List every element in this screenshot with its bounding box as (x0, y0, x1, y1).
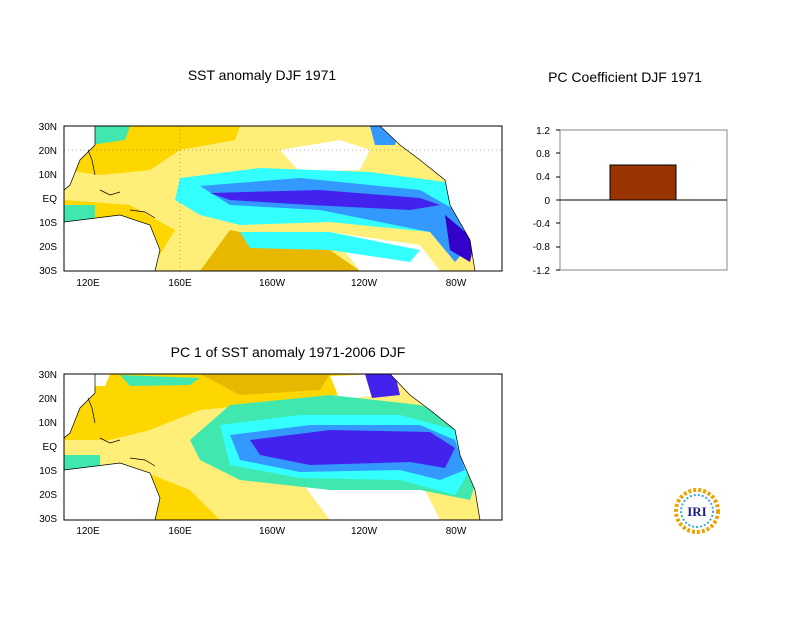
map1-ytick: EQ (43, 194, 58, 205)
bar-ytick: -0.8 (533, 242, 551, 253)
map2-ytick: 20S (39, 490, 57, 501)
bar-ytick: 0.8 (536, 149, 550, 160)
map2-x-ticks: 120E 160E 160W 120W 80W (76, 526, 467, 537)
map2-xtick: 120E (76, 526, 100, 537)
map1-cool-patch (210, 190, 440, 210)
logo-disc (684, 498, 710, 524)
map2-cool-patch (120, 375, 200, 386)
iri-logo: IRI (674, 488, 720, 534)
pc-coefficient-bar (609, 164, 677, 201)
map2-land-australia (64, 462, 161, 520)
map2-land-americas (389, 374, 502, 520)
map1-ytick: 10N (39, 170, 57, 181)
map1-ytick: 10S (39, 218, 57, 229)
map1-y-ticks: 30N 20N 10N EQ 10S 20S 30S (39, 122, 58, 277)
map2-ytick: 20N (39, 394, 57, 405)
map2-frame (63, 373, 503, 521)
map2-cool-patch (64, 455, 100, 470)
map1-plot (64, 126, 502, 271)
map2-ytick: 10N (39, 418, 57, 429)
map2-land-asia (64, 374, 96, 439)
map2-ytick: 30N (39, 370, 57, 381)
bar-ytick: -0.4 (533, 219, 551, 230)
map2-islands (87, 397, 156, 467)
map1-cool-patch (445, 215, 475, 262)
bar-ytick: 0 (544, 196, 550, 207)
map2-y-ticks: 30N 20N 10N EQ 10S 20S 30S (39, 370, 58, 525)
map2-ytick: 10S (39, 466, 57, 477)
bar-ytick: -1.2 (533, 266, 551, 277)
map2-cool-patch (365, 374, 400, 398)
map1-frame (63, 125, 503, 272)
map1-neutral-patch (280, 140, 370, 172)
bar-ytick: 0.4 (536, 172, 550, 183)
map1-land-asia (64, 126, 96, 191)
map2-ytick: 30S (39, 514, 57, 525)
map1-xtick: 160W (259, 278, 286, 289)
map1-ytick: 30N (39, 122, 57, 133)
map1-cool-patch (240, 232, 420, 262)
map1-islands (87, 149, 156, 219)
bar-chart-title: PC Coefficient DJF 1971 (548, 69, 702, 85)
logo-text: IRI (687, 504, 707, 519)
bar-tick-marks (556, 129, 560, 271)
map2-ytick: EQ (43, 442, 58, 453)
map2-xtick: 120W (351, 526, 378, 537)
map1-ytick: 20S (39, 242, 57, 253)
map1-x-ticks: 120E 160E 160W 120W 80W (76, 278, 467, 289)
logo-ring (674, 488, 720, 534)
map2-plot (64, 374, 502, 520)
map2-xtick: 80W (446, 526, 467, 537)
map1-xtick: 120W (351, 278, 378, 289)
bar-ytick: 1.2 (536, 126, 550, 137)
logo-ring-inner (680, 494, 714, 528)
map1-land-australia (64, 214, 161, 271)
map1-land-americas (379, 126, 502, 271)
map1-cool-patch (64, 205, 95, 222)
map2-cool-patch (250, 430, 455, 468)
map1-warm-patch (200, 230, 360, 271)
map1-ytick: 20N (39, 146, 57, 157)
map1-xtick: 120E (76, 278, 100, 289)
map1-xtick: 80W (446, 278, 467, 289)
map2-title: PC 1 of SST anomaly 1971-2006 DJF (171, 344, 406, 360)
bar-y-ticks: 1.2 0.8 0.4 0 -0.4 -0.8 -1.2 (533, 126, 551, 277)
map1-ytick: 30S (39, 266, 57, 277)
map2-xtick: 160W (259, 526, 286, 537)
map1-title: SST anomaly DJF 1971 (188, 67, 337, 83)
map2-warm-patch (200, 374, 330, 395)
map2-xtick: 160E (168, 526, 192, 537)
map1-xtick: 160E (168, 278, 192, 289)
